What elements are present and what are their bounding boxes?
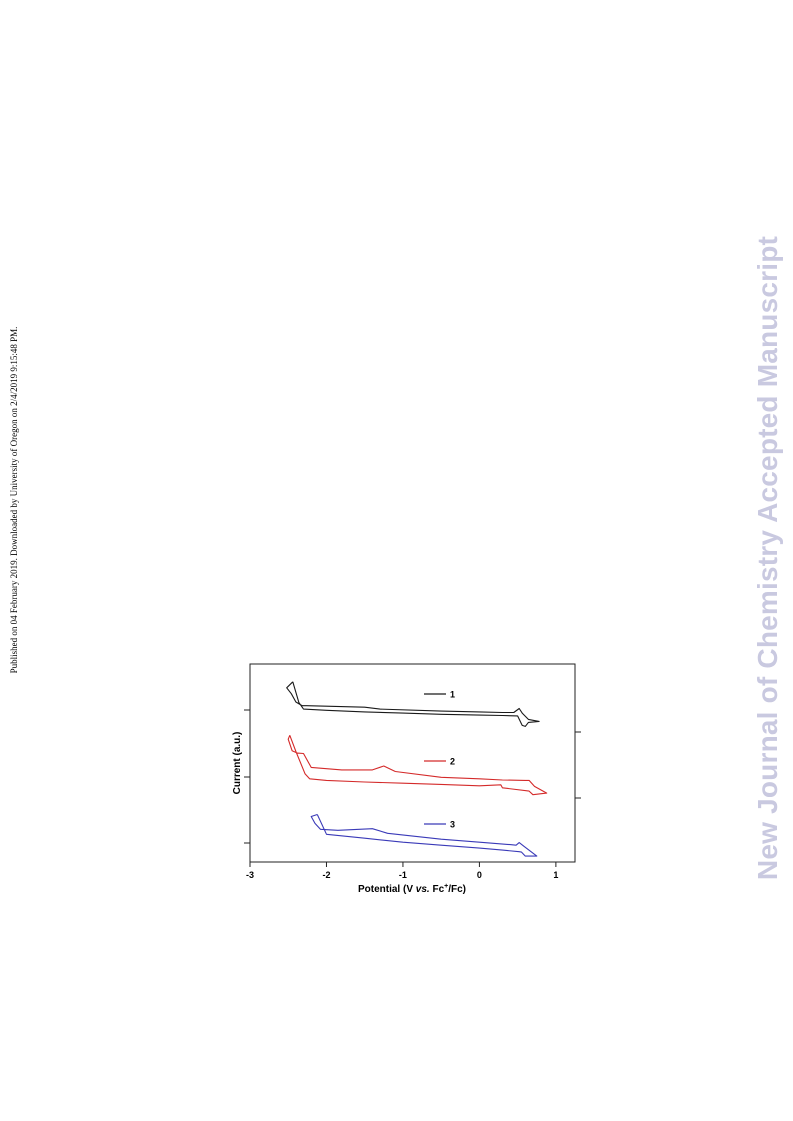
x-axis-label-italic: vs. (416, 884, 430, 895)
legend-label-1: 1 (450, 690, 455, 700)
x-axis-label-superscript: + (444, 883, 448, 890)
x-tick-label: 0 (477, 870, 482, 880)
legend-label-2: 2 (450, 757, 455, 767)
series-line-2 (287, 735, 548, 796)
x-tick-label: 1 (553, 870, 558, 880)
legend-layer: 1 2 3 (424, 690, 455, 830)
left-axis-ticks (244, 709, 250, 844)
x-axis-label-mid: Fc (430, 884, 445, 895)
series-line-1 (286, 681, 540, 727)
x-axis-label-suffix: /Fc) (448, 884, 466, 895)
right-axis-ticks (575, 731, 581, 799)
y-axis-label: Current (a.u.) (232, 732, 243, 795)
x-axis-label-prefix: Potential (V (358, 884, 416, 895)
x-tick-label: -1 (399, 870, 407, 880)
x-axis-ticks: -3 -2 -1 0 1 (246, 862, 558, 880)
x-tick-label: -2 (322, 870, 330, 880)
legend-label-3: 3 (450, 820, 455, 830)
plot-frame (249, 663, 576, 863)
x-tick-label: -3 (246, 870, 254, 880)
x-axis-label: Potential (V vs. Fc+/Fc) (358, 883, 466, 895)
series-line-3 (310, 813, 538, 857)
series-layer (286, 681, 548, 857)
